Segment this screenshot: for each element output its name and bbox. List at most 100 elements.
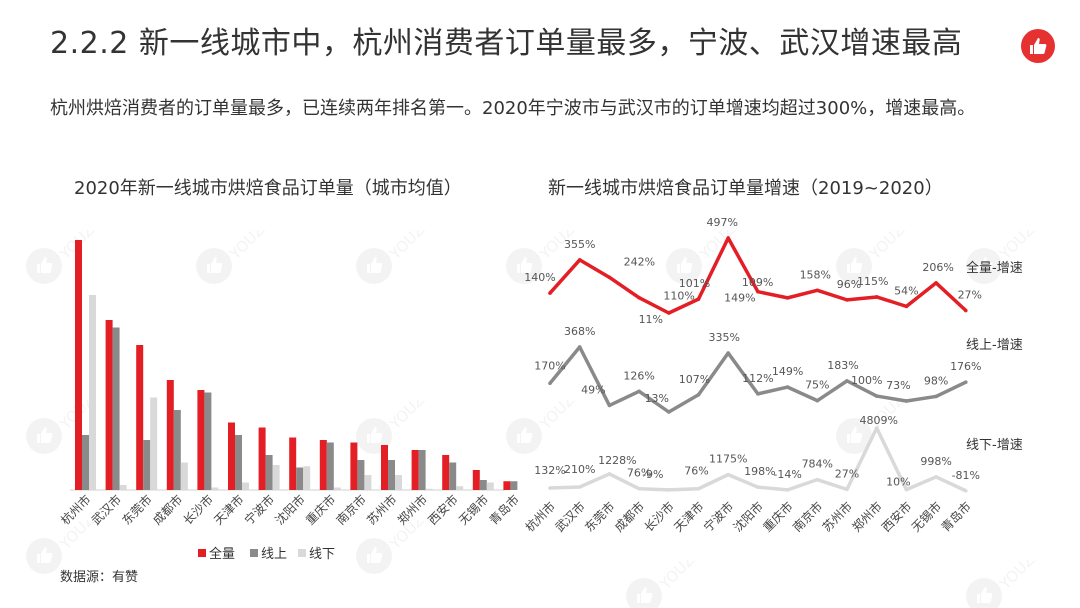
line-data-label: 158%: [800, 268, 831, 281]
line-point: [548, 486, 552, 490]
legend-label-线上: 线上: [261, 547, 287, 562]
line-point: [577, 258, 582, 262]
bar-全量-青岛市: [503, 481, 511, 490]
line-point: [696, 297, 701, 301]
line-data-label: 497%: [706, 216, 737, 229]
bar-全量-武汉市: [105, 320, 113, 490]
line-data-label: -14%: [773, 468, 801, 481]
bar-线上-南京市: [357, 460, 365, 490]
line-point: [964, 308, 968, 313]
line-data-label: 107%: [679, 373, 710, 386]
line-point: [904, 487, 909, 492]
bar-x-tick-label: 沈阳市: [272, 492, 308, 528]
line-data-label: 210%: [564, 463, 595, 476]
bar-线上-天津市: [235, 435, 242, 490]
line-data-label: 112%: [742, 372, 773, 385]
line-point: [785, 488, 790, 492]
line-point: [756, 289, 760, 294]
bar-线上-苏州市: [388, 460, 395, 490]
line-data-label: 206%: [922, 261, 953, 274]
bar-全量-天津市: [228, 422, 235, 490]
line-data-label: 115%: [857, 275, 888, 288]
line-chart: 140% 355% 242% 110%11% 101% 497% 149% 109% 158% 9…: [522, 216, 1023, 535]
line-data-label: 368%: [564, 325, 595, 338]
line-point: [904, 304, 909, 309]
line-series-name: 全量-增速: [966, 260, 1023, 276]
line-data-label: 140%: [524, 271, 555, 284]
line-x-tick-label: 天津市: [671, 499, 707, 535]
bar-全量-南京市: [350, 442, 358, 490]
line-point: [637, 486, 641, 491]
line-point: [756, 485, 760, 489]
line-point: [726, 351, 730, 355]
line-data-label: 73%: [886, 379, 910, 392]
line-data-label: -9%: [642, 468, 663, 481]
line-data-label: 998%: [920, 455, 951, 468]
line-point: [607, 275, 612, 280]
legend-swatch-全量: [198, 549, 206, 557]
line-data-label: 183%: [827, 359, 858, 372]
line-point: [637, 295, 641, 300]
bar-全量-长沙市: [197, 390, 205, 490]
line-x-tick-label: 沈阳市: [730, 499, 766, 535]
line-data-label: 335%: [708, 331, 739, 344]
line-data-label: 101%: [679, 277, 710, 290]
bar-x-tick-label: 天津市: [211, 492, 247, 528]
bar-x-tick-label: 郑州市: [394, 492, 430, 528]
bar-线下-重庆市: [333, 487, 341, 490]
line-data-label: 76%: [627, 467, 651, 480]
bar-x-tick-label: 青岛市: [486, 492, 522, 528]
bar-线下-杭州市: [89, 295, 96, 490]
bar-全量-无锡市: [472, 470, 480, 490]
line-point: [756, 392, 760, 396]
line-point: [964, 380, 968, 384]
line-point: [548, 381, 552, 386]
bar-线下-沈阳市: [303, 466, 311, 490]
bar-线上-重庆市: [326, 442, 334, 490]
line-point: [874, 295, 879, 299]
bar-全量-重庆市: [319, 440, 327, 490]
line-data-label: 126%: [623, 369, 654, 382]
bar-线下-南京市: [364, 475, 372, 490]
legend-swatch-线下: [298, 549, 306, 557]
line-data-label: 54%: [894, 284, 918, 297]
bar-线下-苏州市: [395, 475, 402, 490]
line-x-tick-label: 长沙市: [641, 499, 677, 535]
bar-线下-武汉市: [119, 485, 127, 490]
line-data-label: 242%: [624, 255, 655, 268]
line-data-label: 784%: [802, 458, 833, 471]
bar-线下-西安市: [456, 486, 464, 490]
line-point: [815, 477, 820, 482]
bar-线上-郑州市: [418, 450, 426, 490]
bar-x-tick-label: 南京市: [333, 492, 369, 528]
line-data-label: 10%: [886, 476, 910, 489]
bar-线上-东莞市: [143, 440, 151, 490]
bar-chart-title: 2020年新一线城市烘焙食品订单量（城市均值）: [74, 178, 462, 199]
line-data-label: 11%: [639, 313, 663, 326]
line-x-tick-label: 武汉市: [552, 499, 588, 535]
line-point: [667, 488, 671, 492]
line-point: [874, 394, 879, 398]
line-point: [726, 236, 730, 240]
bar-全量-东莞市: [136, 345, 144, 490]
bar-线上-西安市: [449, 462, 457, 490]
line-data-label: 170%: [534, 359, 565, 372]
bar-x-tick-label: 苏州市: [364, 492, 400, 528]
bar-全量-沈阳市: [289, 437, 297, 490]
line-data-label: 149%: [724, 292, 755, 305]
bar-全量-宁波市: [258, 427, 266, 490]
bar-线上-青岛市: [510, 481, 518, 490]
line-data-label: 132%: [534, 464, 565, 477]
line-data-label: 149%: [772, 365, 803, 378]
bar-全量-西安市: [442, 455, 450, 490]
line-x-tick-label: 苏州市: [819, 499, 855, 535]
bar-线下-天津市: [242, 482, 249, 490]
line-point: [815, 398, 820, 403]
line-x-tick-label: 无锡市: [908, 499, 944, 535]
line-data-label: 13%: [645, 392, 669, 405]
line-data-label: 1228%: [598, 454, 636, 467]
line-point: [934, 281, 938, 285]
line-data-label: 100%: [851, 374, 882, 387]
line-data-label: 75%: [805, 379, 829, 392]
